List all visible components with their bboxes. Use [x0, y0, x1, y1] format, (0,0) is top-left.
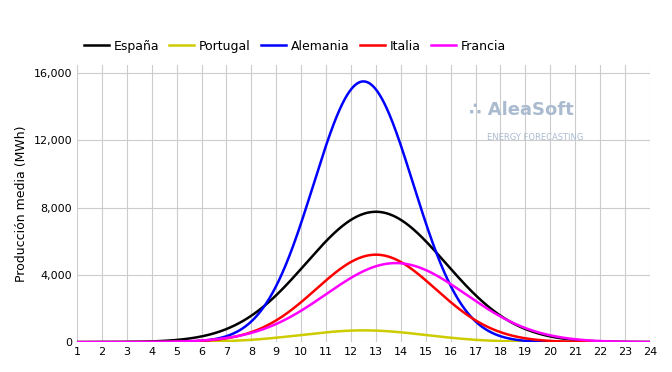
- Alemania: [629, 340, 637, 344]
- Portugal: [337, 329, 345, 333]
- Alemania: [351, 83, 360, 87]
- España: [524, 328, 532, 333]
- España: [629, 340, 637, 344]
- Line: Italia: Italia: [77, 255, 650, 342]
- Portugal: [351, 328, 360, 333]
- Y-axis label: Producción media (MWh): Producción media (MWh): [15, 125, 28, 282]
- Alemania: [646, 340, 654, 344]
- Portugal: [646, 340, 654, 344]
- España: [102, 340, 110, 344]
- España: [630, 340, 638, 344]
- Italia: [337, 267, 345, 271]
- España: [337, 225, 345, 230]
- Line: España: España: [77, 212, 650, 342]
- Alemania: [102, 340, 110, 344]
- Italia: [102, 340, 110, 344]
- Alemania: [524, 339, 532, 343]
- Portugal: [73, 340, 81, 344]
- Francia: [392, 261, 400, 265]
- Francia: [629, 340, 637, 344]
- Italia: [629, 340, 637, 344]
- Italia: [646, 340, 654, 344]
- Italia: [372, 253, 380, 257]
- Alemania: [630, 340, 638, 344]
- Francia: [337, 282, 345, 287]
- Alemania: [337, 106, 345, 110]
- España: [372, 209, 380, 214]
- Alemania: [360, 79, 368, 84]
- España: [73, 340, 81, 344]
- Line: Alemania: Alemania: [77, 81, 650, 342]
- Francia: [524, 327, 532, 331]
- Francia: [646, 340, 654, 344]
- España: [646, 340, 654, 344]
- Francia: [630, 340, 638, 344]
- Italia: [630, 340, 638, 344]
- Portugal: [360, 328, 368, 333]
- Italia: [351, 257, 360, 262]
- Francia: [351, 273, 360, 278]
- Portugal: [629, 340, 637, 344]
- Portugal: [102, 340, 110, 344]
- Italia: [524, 337, 532, 341]
- España: [351, 215, 360, 219]
- Legend: España, Portugal, Alemania, Italia, Francia: España, Portugal, Alemania, Italia, Fran…: [79, 35, 511, 58]
- Francia: [102, 340, 110, 344]
- Text: ENERGY FORECASTING: ENERGY FORECASTING: [487, 132, 583, 141]
- Italia: [73, 340, 81, 344]
- Alemania: [73, 340, 81, 344]
- Line: Francia: Francia: [77, 263, 650, 342]
- Text: ∴ AleaSoft: ∴ AleaSoft: [470, 100, 574, 119]
- Portugal: [524, 340, 532, 344]
- Portugal: [630, 340, 638, 344]
- Line: Portugal: Portugal: [77, 330, 650, 342]
- Francia: [73, 340, 81, 344]
